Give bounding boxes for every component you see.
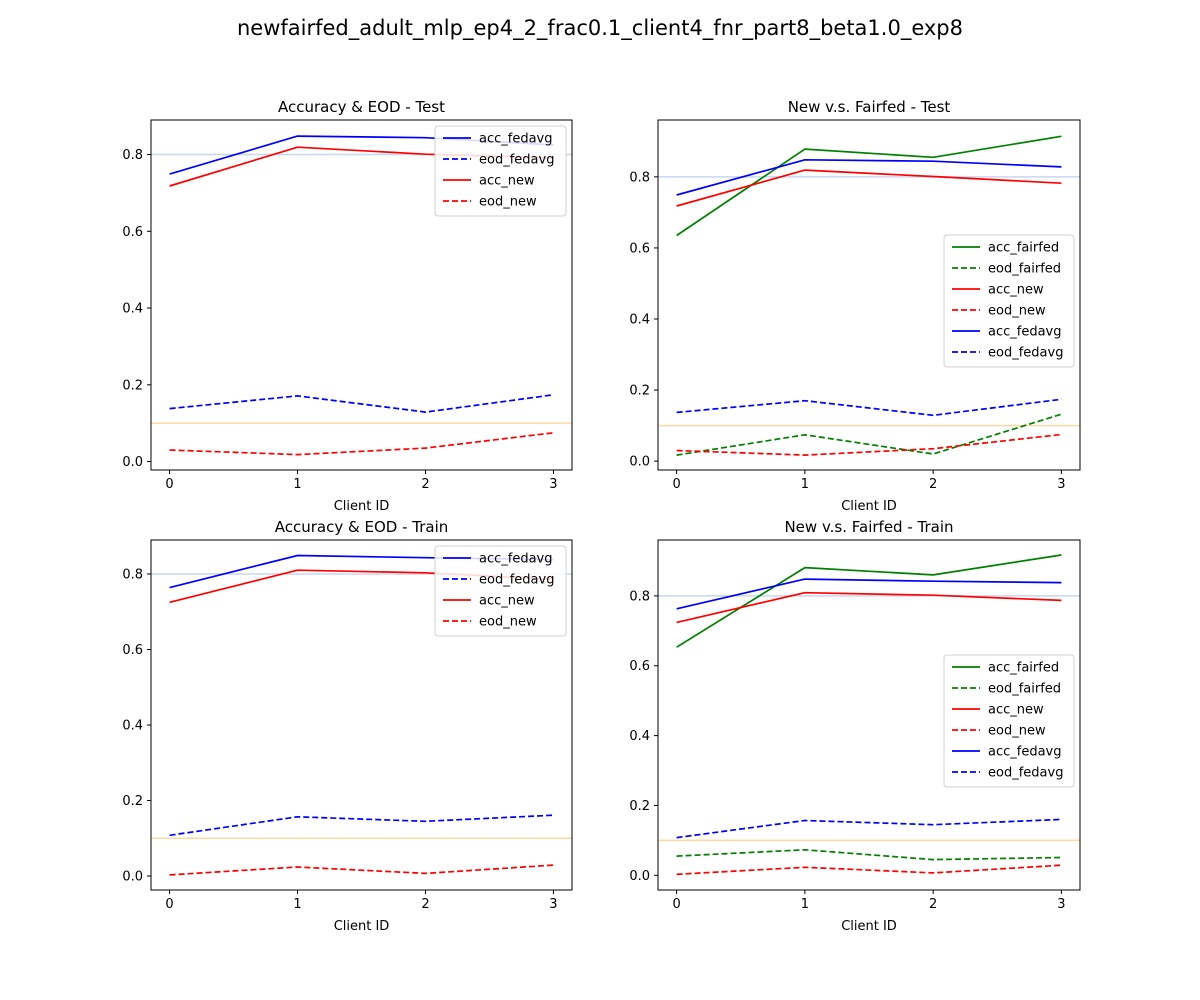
x-tick-label: 0	[165, 477, 173, 492]
x-tick-label: 3	[1057, 477, 1065, 492]
x-axis-label: Client ID	[841, 499, 897, 514]
chart-panel-4: 0 1 2 3 0.0 0.2 0.4 0.6 0.8 New v.s. Fairfed - Tr…	[629, 518, 1081, 934]
legend-label-acc_new: acc_new	[988, 283, 1044, 298]
y-tick-label: 0.4	[122, 302, 143, 317]
series-line-eod_fairfed	[676, 848, 1062, 861]
x-tick-label: 1	[293, 897, 301, 912]
x-tick-label: 2	[421, 477, 429, 492]
plot-frame	[657, 119, 1081, 471]
y-tick-label: 0.2	[122, 378, 143, 393]
x-axis-label: Client ID	[334, 499, 390, 514]
series-line-acc_new	[676, 169, 1062, 207]
y-tick-label: 0.6	[629, 241, 650, 256]
series-line-eod_fedavg	[169, 814, 554, 837]
y-tick-label: 0.8	[629, 170, 650, 185]
chart-title: Accuracy & EOD - Test	[278, 98, 445, 116]
legend: acc_fedavg eod_fedavg acc_new eod_new	[434, 545, 567, 637]
legend-label-acc_new: acc_new	[988, 703, 1044, 718]
chart-panel-1: 0 1 2 3 0.0 0.2 0.4 0.6 0.8 Accuracy & EOD - Test…	[122, 98, 573, 514]
legend-label-eod_new: eod_new	[988, 304, 1046, 319]
figure-title: newfairfed_adult_mlp_ep4_2_frac0.1_clien…	[236, 16, 963, 40]
chart-title: New v.s. Fairfed - Train	[784, 518, 953, 536]
x-tick-label: 0	[165, 897, 173, 912]
series-line-eod_fedavg	[676, 398, 1062, 417]
legend-box	[434, 125, 567, 217]
x-tick-label: 0	[672, 477, 680, 492]
y-tick-label: 0.8	[629, 589, 650, 604]
legend-label-eod_fairfed: eod_fairfed	[988, 682, 1061, 697]
x-axis-label: Client ID	[841, 919, 897, 934]
legend-label-acc_new: acc_new	[479, 174, 535, 189]
y-tick-label: 0.4	[629, 312, 650, 327]
y-tick-label: 0.4	[122, 719, 143, 734]
legend-label-eod_fedavg: eod_fedavg	[479, 153, 554, 168]
series-line-eod_new	[676, 433, 1062, 456]
y-tick-label: 0.2	[122, 794, 143, 809]
legend-label-acc_fairfed: acc_fairfed	[988, 661, 1059, 676]
x-tick-label: 2	[929, 897, 937, 912]
x-tick-label: 2	[929, 477, 937, 492]
x-tick-label: 3	[549, 477, 557, 492]
legend-label-eod_fairfed: eod_fairfed	[988, 262, 1061, 277]
series-line-eod_new	[169, 864, 554, 876]
y-tick-label: 0.2	[629, 799, 650, 814]
y-tick-label: 0.8	[122, 148, 143, 163]
y-tick-label: 0.6	[122, 225, 143, 240]
y-tick-label: 0.0	[629, 869, 650, 884]
legend-label-acc_fedavg: acc_fedavg	[479, 132, 553, 147]
series-line-eod_fedavg	[169, 393, 554, 413]
y-tick-label: 0.0	[122, 870, 143, 885]
plot-frame	[657, 539, 1081, 891]
legend-label-eod_fedavg: eod_fedavg	[988, 346, 1063, 361]
y-tick-label: 0.0	[629, 455, 650, 470]
legend-label-acc_fairfed: acc_fairfed	[988, 241, 1059, 256]
legend: acc_fairfed eod_fairfed acc_new eod_new acc_…	[943, 654, 1075, 788]
series-line-acc_fairfed	[676, 135, 1062, 237]
x-axis-label: Client ID	[334, 919, 390, 934]
plot-frame	[150, 539, 573, 891]
chart-panel-3: 0 1 2 3 0.0 0.2 0.4 0.6 0.8 Accuracy & EOD - Trai…	[122, 518, 573, 934]
y-tick-label: 0.0	[122, 455, 143, 470]
legend-box	[943, 654, 1075, 788]
legend: acc_fairfed eod_fairfed acc_new eod_new acc_…	[943, 234, 1075, 368]
legend-label-acc_fedavg: acc_fedavg	[988, 745, 1062, 760]
legend-label-eod_fedavg: eod_fedavg	[988, 766, 1063, 781]
legend-label-eod_new: eod_new	[988, 724, 1046, 739]
series-line-eod_new	[169, 431, 554, 456]
legend-label-eod_new: eod_new	[479, 195, 537, 210]
series-line-eod_fairfed	[676, 413, 1062, 456]
series-line-acc_fairfed	[676, 554, 1062, 648]
legend-label-eod_fedavg: eod_fedavg	[479, 573, 554, 588]
x-tick-label: 1	[801, 897, 809, 912]
legend: acc_fedavg eod_fedavg acc_new eod_new	[434, 125, 567, 217]
y-tick-label: 0.6	[122, 643, 143, 658]
y-tick-label: 0.6	[629, 659, 650, 674]
x-tick-label: 3	[1057, 897, 1065, 912]
series-line-acc_new	[676, 591, 1062, 624]
y-tick-label: 0.4	[629, 729, 650, 744]
series-line-acc_fedavg	[676, 578, 1062, 610]
legend-label-acc_new: acc_new	[479, 594, 535, 609]
series-line-acc_fedavg	[676, 158, 1062, 196]
y-tick-label: 0.2	[629, 384, 650, 399]
series-line-eod_new	[676, 864, 1062, 876]
x-tick-label: 2	[421, 897, 429, 912]
x-tick-label: 1	[801, 477, 809, 492]
legend-box	[434, 545, 567, 637]
legend-box	[943, 234, 1075, 368]
series-line-eod_fedavg	[676, 818, 1062, 839]
x-tick-label: 0	[672, 897, 680, 912]
x-tick-label: 3	[549, 897, 557, 912]
legend-label-eod_new: eod_new	[479, 615, 537, 630]
legend-label-acc_fedavg: acc_fedavg	[479, 552, 553, 567]
chart-title: Accuracy & EOD - Train	[275, 518, 449, 536]
chart-title: New v.s. Fairfed - Test	[788, 98, 951, 116]
plot-frame	[150, 119, 573, 471]
x-tick-label: 1	[293, 477, 301, 492]
legend-label-acc_fedavg: acc_fedavg	[988, 325, 1062, 340]
chart-panel-2: 0 1 2 3 0.0 0.2 0.4 0.6 0.8 New v.s. Fairfed - Te…	[629, 98, 1081, 514]
y-tick-label: 0.8	[122, 567, 143, 582]
